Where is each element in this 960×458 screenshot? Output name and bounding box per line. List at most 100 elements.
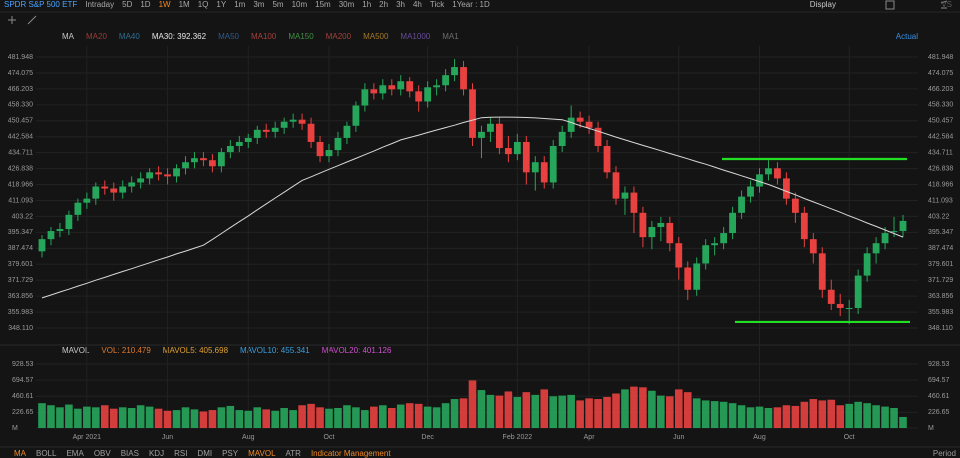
timeframe-button[interactable]: 15m (315, 0, 331, 9)
candle-body (334, 137, 342, 151)
indicator-tab[interactable]: PSY (222, 449, 239, 458)
display-button[interactable]: Display (810, 0, 836, 9)
volume-bar (316, 407, 324, 428)
indicator-label[interactable]: MA200 (326, 32, 352, 41)
actual-button[interactable]: Actual (896, 32, 918, 41)
indicator-label[interactable]: MA100 (251, 32, 277, 41)
candle-body (361, 89, 369, 106)
volume-indicator-label[interactable]: MAVOL (62, 346, 90, 355)
volume-bar (827, 399, 836, 428)
volume-tick-label: 694.57 (12, 377, 34, 384)
timeframe-button[interactable]: 1m (234, 0, 245, 9)
candle-body (657, 222, 665, 228)
indicator-label[interactable]: MA1000 (400, 32, 430, 41)
volume-bar (567, 394, 575, 428)
volume-bar (253, 407, 262, 428)
volume-bar (459, 398, 468, 428)
volume-bar (396, 404, 405, 428)
y-tick-label: 403.22 (12, 213, 34, 220)
y-tick-label: 348.110 (8, 325, 33, 332)
timeframe-button[interactable]: 1Y (216, 0, 226, 9)
timeframe-button[interactable]: Tick (430, 0, 445, 9)
candle-body (684, 267, 692, 290)
x-tick-label: Aug (753, 434, 766, 441)
timeframe-button[interactable]: 1Year : 1D (452, 0, 490, 9)
volume-bar (836, 405, 845, 428)
volume-bar (621, 389, 629, 428)
indicator-tab[interactable]: EMA (66, 449, 84, 458)
indicator-tab[interactable]: KDJ (149, 449, 164, 458)
timeframe-button[interactable]: 10m (292, 0, 308, 9)
candle-body (469, 89, 476, 138)
volume-indicator-label[interactable]: MAVOL10: 455.341 (240, 346, 310, 355)
period-button[interactable]: Period (933, 449, 956, 458)
volume-bar (405, 403, 414, 428)
candle-body (406, 81, 414, 92)
timeframe-button[interactable]: 30m (339, 0, 355, 9)
candle-body (451, 67, 458, 76)
candle-body (783, 178, 790, 199)
indicator-tab[interactable]: ATR (286, 449, 302, 458)
timeframe-button[interactable]: 1Q (198, 0, 209, 9)
candle-body (585, 121, 593, 128)
candle-body (765, 168, 772, 175)
indicator-label[interactable]: MA50 (218, 32, 239, 41)
y-tick-label: 371.729 (8, 277, 33, 284)
volume-bar (190, 409, 199, 428)
y-tick-label: 442.584 (928, 134, 953, 141)
candle-body (388, 85, 396, 90)
candle-body (522, 141, 530, 173)
indicator-label[interactable]: MA150 (288, 32, 314, 41)
candle-body (702, 245, 710, 264)
timeframe-button[interactable]: 4h (413, 0, 422, 9)
volume-bar (127, 408, 136, 428)
indicator-label[interactable]: MA20 (86, 32, 107, 41)
candle-body (800, 212, 808, 240)
volume-indicator-label[interactable]: MAVOL5: 405.698 (163, 346, 229, 355)
volume-indicator-label[interactable]: MAVOL20: 401.126 (322, 346, 392, 355)
indicator-tab[interactable]: DMI (197, 449, 212, 458)
volume-bar (881, 406, 889, 428)
volume-indicator-label[interactable]: VOL: 210.479 (101, 346, 151, 355)
volume-bar (594, 399, 602, 428)
timeframe-button[interactable]: 3m (253, 0, 264, 9)
indicator-tab[interactable]: OBV (94, 449, 112, 458)
indicator-label[interactable]: MA500 (363, 32, 389, 41)
timeframe-button[interactable]: Intraday (85, 0, 114, 9)
indicator-label[interactable]: MA1 (442, 32, 459, 41)
window-icon (885, 0, 895, 10)
indicator-label[interactable]: MA30: 392.362 (152, 32, 207, 41)
indicator-label[interactable]: MA40 (119, 32, 140, 41)
timeframe-button[interactable]: 1h (362, 0, 371, 9)
volume-bar (854, 401, 862, 428)
volume-bar (181, 407, 190, 428)
indicator-tab[interactable]: BIAS (121, 449, 139, 458)
indicator-tab[interactable]: MAVOL (248, 449, 276, 458)
indicator-tab[interactable]: RSI (174, 449, 187, 458)
indicator-label[interactable]: MA (62, 32, 75, 41)
timeframe-button[interactable]: 5m (272, 0, 283, 9)
timeframe-button[interactable]: 5D (122, 0, 132, 9)
volume-bar (540, 389, 549, 428)
timeframe-button[interactable]: 3h (396, 0, 405, 9)
indicator-tab[interactable]: Indicator Management (311, 449, 391, 458)
candle-body (110, 188, 118, 193)
volume-tick-label: 460.61 (12, 393, 34, 400)
volume-bar (890, 408, 898, 428)
volume-bar (154, 408, 163, 428)
volume-bar (244, 410, 253, 428)
timeframe-button[interactable]: 1M (179, 0, 190, 9)
indicator-tab[interactable]: MA (14, 449, 27, 458)
volume-bar (217, 407, 226, 428)
y-tick-label: 434.711 (8, 150, 33, 157)
timeframe-button[interactable]: 1W (159, 0, 171, 9)
candle-body (531, 162, 539, 173)
volume-bar (692, 398, 701, 428)
candle-body (881, 233, 889, 244)
timeframe-button[interactable]: 2h (379, 0, 388, 9)
indicator-tab[interactable]: BOLL (36, 449, 57, 458)
y-tick-label: 355.983 (928, 309, 953, 316)
timeframe-button[interactable]: 1D (140, 0, 150, 9)
volume-bar (47, 405, 55, 428)
candle-body (173, 168, 180, 177)
